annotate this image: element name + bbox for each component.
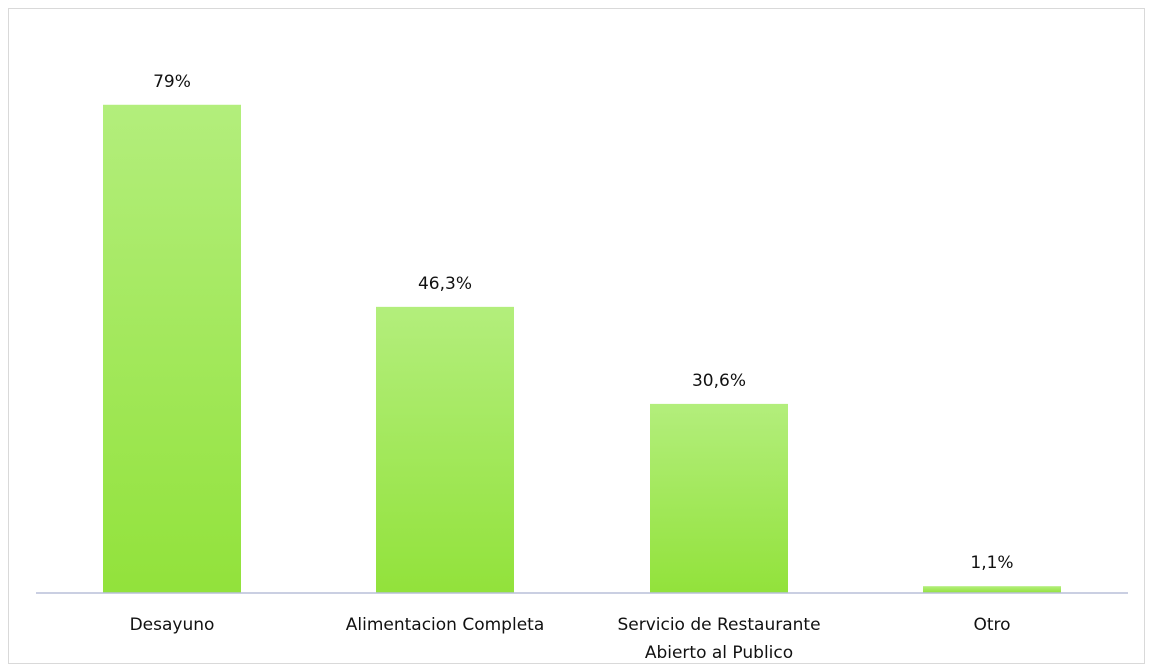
category-label-1: Desayuno xyxy=(130,615,215,635)
bars-layer xyxy=(103,104,1061,593)
data-label-2: 46,3% xyxy=(418,274,472,294)
data-label-3: 30,6% xyxy=(692,371,746,391)
category-label-3: Servicio de Restaurante Abierto al Public… xyxy=(617,615,820,663)
bar-3 xyxy=(650,403,788,593)
bar-2 xyxy=(376,306,514,593)
category-labels-layer: Desayuno Alimentacion Completa Servicio de… xyxy=(130,615,1011,663)
bar-1 xyxy=(103,104,241,593)
bar-4 xyxy=(923,586,1061,593)
data-label-4: 1,1% xyxy=(970,553,1013,573)
category-label-2: Alimentacion Completa xyxy=(346,615,545,635)
data-label-1: 79% xyxy=(153,72,191,92)
category-label-4: Otro xyxy=(973,615,1010,635)
value-labels-layer: 79% 46,3% 30,6% 1,1% xyxy=(153,72,1014,573)
